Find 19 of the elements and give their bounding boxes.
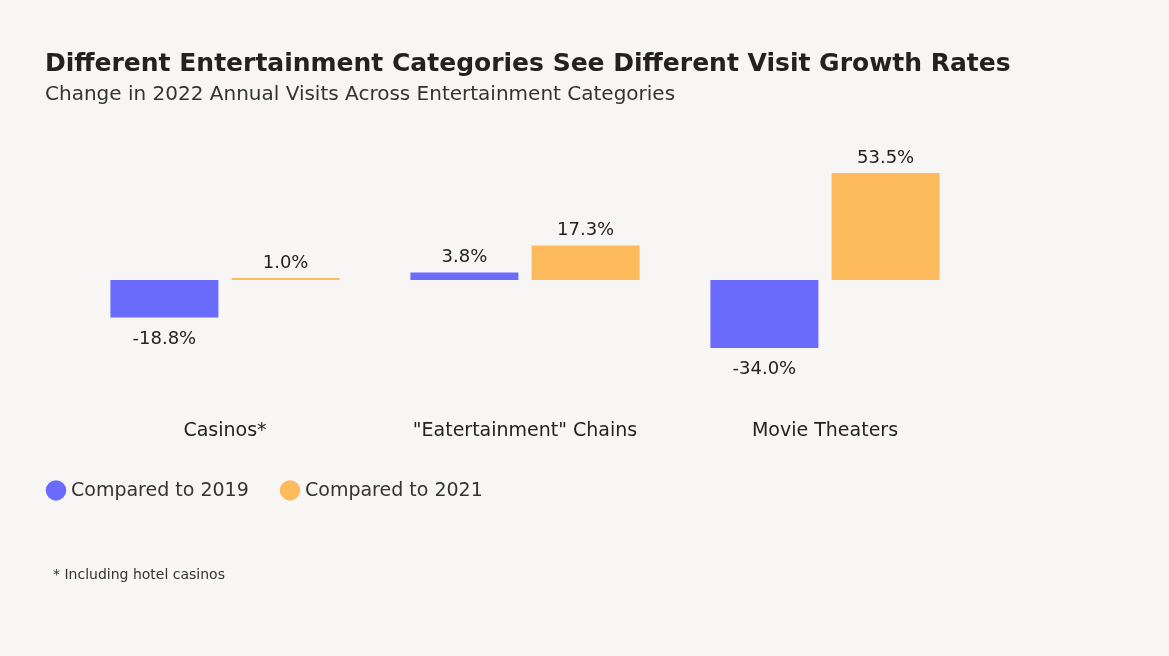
data-label: 1.0% — [262, 251, 309, 272]
x-tick-label: "Eatertainment" Chains — [412, 417, 638, 440]
bar — [531, 245, 640, 280]
x-tick-label: Movie Theaters — [751, 417, 899, 440]
bar — [110, 280, 219, 318]
data-label: 17.3% — [557, 218, 615, 240]
bar — [410, 272, 519, 280]
legend-label: Compared to 2019 — [71, 478, 249, 501]
data-label: 53.5% — [857, 146, 915, 167]
data-label: 3.8% — [441, 245, 488, 267]
data-label: -34.0% — [732, 357, 797, 378]
x-tick-label: Casinos* — [183, 417, 267, 440]
chart-title: Different Entertainment Categories See Different Visit Growth Rates — [45, 48, 1011, 77]
text: * Including hotel casinos — [53, 566, 225, 582]
chart-subtitle: Change in 2022 Annual Visits Across Entertainment Categories — [45, 81, 676, 105]
bar — [831, 173, 940, 280]
legend-label: Compared to 2021 — [305, 478, 483, 501]
bar — [710, 280, 819, 348]
data-label: -18.8% — [132, 326, 197, 348]
